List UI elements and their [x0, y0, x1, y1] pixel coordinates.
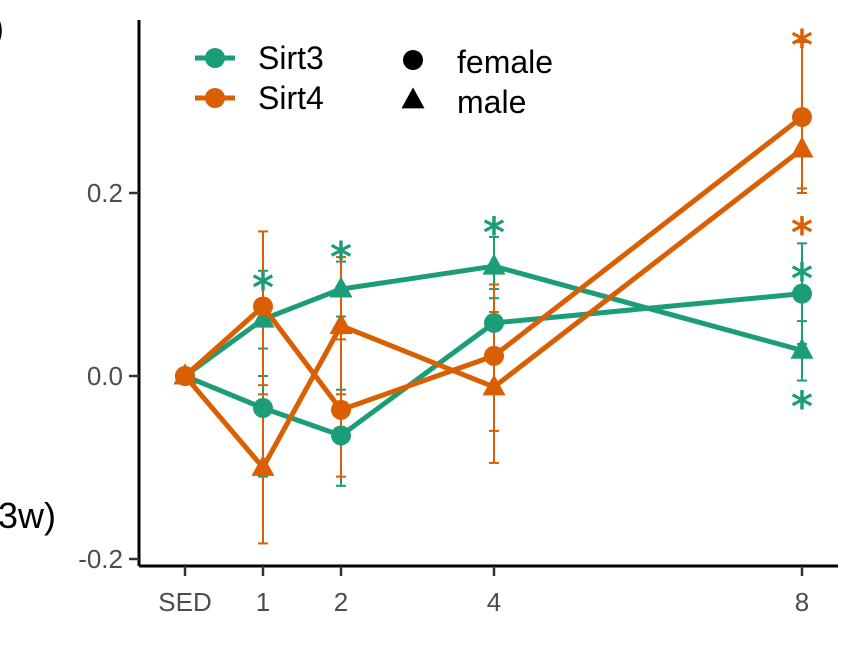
data-point [792, 107, 812, 128]
data-point [173, 363, 197, 385]
significance-asterisk: * [791, 208, 813, 257]
legend: Sirt3 Sirt4 female male [195, 40, 553, 120]
y-tick-label: -0.2 [78, 544, 123, 574]
legend-item-female: female [403, 44, 553, 80]
legend-shape [403, 50, 423, 70]
tick-marks: -0.2 0.0 0.2 SED 1 2 4 8 [78, 178, 809, 617]
data-point [484, 345, 504, 366]
legend-item-male: male [401, 84, 526, 120]
legend-label: Sirt4 [258, 80, 324, 116]
legend-item-sirt3: Sirt3 [195, 40, 324, 76]
data-point [484, 312, 504, 333]
data-point [251, 454, 275, 476]
data-point [331, 425, 351, 446]
data-point [251, 306, 275, 328]
data-point [482, 253, 506, 275]
data-point [329, 276, 353, 298]
x-tick-label: 1 [256, 587, 270, 617]
legend-marker [205, 48, 225, 68]
legend-shape [401, 87, 425, 109]
significance-asterisk: * [791, 382, 813, 431]
y-tick-label: 0.2 [87, 178, 123, 208]
significance-annotations: ******* [252, 20, 813, 430]
data-point [792, 283, 812, 304]
legend-label: male [457, 84, 526, 120]
y-tick-label: 0.0 [87, 361, 123, 391]
significance-asterisk: * [791, 20, 813, 69]
data-point [253, 296, 273, 317]
significance-asterisk: * [252, 263, 274, 312]
x-tick-label: 2 [334, 587, 348, 617]
data-point [482, 374, 506, 396]
significance-asterisk: * [330, 233, 352, 282]
legend-item-sirt4: Sirt4 [195, 80, 324, 116]
data-point [331, 399, 351, 420]
legend-label: Sirt3 [258, 40, 324, 76]
data-point [790, 136, 814, 158]
x-tick-label: 8 [795, 587, 809, 617]
significance-asterisk: * [483, 208, 505, 257]
legend-marker [205, 88, 225, 108]
cropped-panel-label: ) [0, 7, 4, 48]
significance-asterisk: * [791, 254, 813, 303]
cropped-axis-title: 3w) [0, 495, 56, 536]
x-tick-label: SED [158, 587, 211, 617]
legend-label: female [457, 44, 553, 80]
x-tick-label: 4 [487, 587, 501, 617]
data-point [329, 313, 353, 335]
data-point [253, 398, 273, 419]
data-point [790, 337, 814, 359]
series-layer [173, 41, 814, 545]
series-sirt4-male [173, 136, 814, 476]
